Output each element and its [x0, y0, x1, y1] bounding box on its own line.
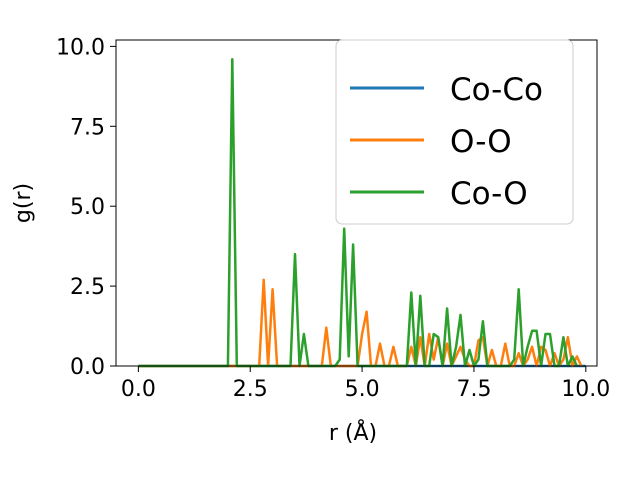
x-tick-label: 10.0 — [561, 377, 610, 402]
y-tick-label: 5.0 — [70, 195, 105, 220]
x-tick-label: 7.5 — [456, 377, 491, 402]
y-axis-ticks: 0.0 2.5 5.0 7.5 10.0 — [56, 35, 116, 380]
legend-label-o-o: O-O — [450, 124, 512, 160]
y-tick-label: 10.0 — [56, 35, 105, 60]
x-axis-title: r (Å) — [329, 419, 377, 446]
x-tick-label: 0.0 — [121, 377, 156, 402]
legend-label-co-co: Co-Co — [450, 72, 543, 108]
y-tick-label: 7.5 — [70, 115, 105, 140]
legend-box — [335, 39, 574, 225]
x-tick-label: 5.0 — [345, 377, 380, 402]
legend-label-co-o: Co-O — [450, 176, 528, 212]
y-tick-label: 2.5 — [70, 275, 105, 300]
legend: Co-Co O-O Co-O — [335, 39, 574, 225]
x-tick-label: 2.5 — [233, 377, 268, 402]
y-axis-title: g(r) — [11, 183, 36, 223]
y-tick-label: 0.0 — [70, 355, 105, 380]
x-axis-ticks: 0.0 2.5 5.0 7.5 10.0 — [121, 366, 610, 402]
